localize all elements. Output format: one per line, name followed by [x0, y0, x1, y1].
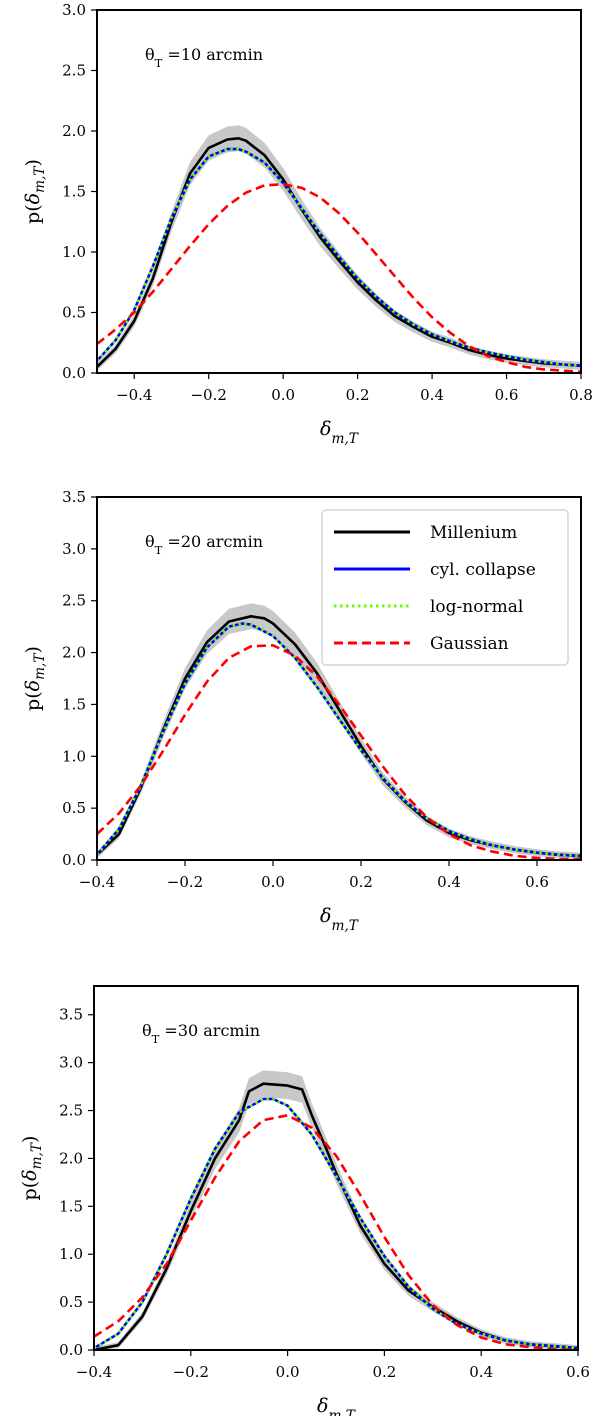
chart-panel-2: −0.4 −0.2 0.0 0.2 0.4 0.6 0.0 0.5 1.0 1.5 2.0 2.5 3.… [22, 488, 582, 934]
series-line-cyl-collapse [97, 622, 581, 858]
x-tick-label: 0.0 [276, 1363, 300, 1381]
legend-label: Millenium [430, 523, 517, 543]
x-tick-label: 0.4 [437, 873, 461, 891]
x-tick-label: 0.8 [569, 386, 593, 404]
plot-frame [93, 985, 579, 1351]
y-axis-label: p(δm,T) [19, 1136, 45, 1201]
x-tick-label: 0.4 [469, 1363, 493, 1381]
x-tick-label: 0.2 [346, 386, 370, 404]
panel-annotation: θT =30 arcmin [142, 1021, 260, 1046]
chart-panel-3: −0.4 −0.2 0.0 0.2 0.4 0.6 0.0 0.5 1.0 1.5 2.0 2.5 3.… [19, 985, 590, 1416]
y-tick-label: 1.0 [62, 747, 86, 765]
y-tick-label: 0.0 [59, 1341, 83, 1359]
x-tick-label: 0.6 [495, 386, 519, 404]
y-tick-label: 2.0 [62, 122, 86, 140]
y-tick-label: 1.5 [59, 1197, 83, 1215]
y-tick-label: 3.0 [62, 540, 86, 558]
series-group [94, 1070, 578, 1350]
x-tick-label: 0.6 [566, 1363, 590, 1381]
panel-annotation: θT =20 arcmin [145, 532, 263, 557]
y-tick-label: 0.5 [62, 799, 86, 817]
y-tick-label: 2.0 [59, 1149, 83, 1167]
legend-box [321, 509, 569, 666]
y-tick-label: 0.0 [62, 364, 86, 382]
x-tick-label: 0.0 [271, 386, 295, 404]
x-tick-label: 0.0 [261, 873, 285, 891]
legend: Millenium cyl. collapse log-normal Gaussian [321, 509, 569, 666]
series-line-millenium [94, 1082, 578, 1350]
series-line-log-normal [97, 147, 581, 367]
y-axis-label: p(δm,T) [22, 159, 48, 224]
x-tick-label: 0.6 [525, 873, 549, 891]
series-line-gaussian [97, 182, 581, 373]
series-line-gaussian [97, 643, 581, 860]
series-group [97, 603, 581, 860]
plot-frame [96, 9, 582, 374]
panel-annotation: θT =10 arcmin [145, 45, 263, 70]
y-axis-label: p(δm,T) [22, 646, 48, 711]
x-tick-label: −0.2 [173, 1363, 209, 1381]
x-tick-label: 0.2 [372, 1363, 396, 1381]
x-tick-label: 0.2 [349, 873, 373, 891]
y-tick-label: 2.5 [59, 1102, 83, 1120]
series-group [97, 125, 581, 373]
legend-label: log-normal [430, 597, 523, 617]
chart-panel-1: −0.4 −0.2 0.0 0.2 0.4 0.6 0.8 0.0 0.5 1.0 1.5 2.0 2.… [22, 1, 593, 447]
y-tick-label: 2.5 [62, 62, 86, 80]
y-tick-label: 2.0 [62, 644, 86, 662]
y-tick-label: 1.0 [59, 1245, 83, 1263]
y-tick-label: 2.5 [62, 592, 86, 610]
y-tick-label: 3.0 [62, 1, 86, 19]
y-tick-label: 1.0 [62, 243, 86, 261]
y-tick-label: 3.5 [59, 1006, 83, 1024]
series-line-log-normal [94, 1097, 578, 1350]
millenium-error-band [94, 1070, 578, 1350]
x-tick-label: −0.4 [76, 1363, 112, 1381]
x-tick-label: −0.2 [167, 873, 203, 891]
legend-label: Gaussian [430, 634, 509, 654]
millenium-error-band [97, 125, 581, 371]
y-tick-label: 1.5 [62, 183, 86, 201]
x-axis-label: δm,T [320, 905, 359, 934]
x-tick-label: −0.2 [190, 386, 226, 404]
y-tick-label: 0.5 [59, 1293, 83, 1311]
x-tick-label: −0.4 [116, 386, 152, 404]
legend-label: cyl. collapse [430, 560, 536, 580]
y-tick-label: 3.0 [59, 1054, 83, 1072]
series-line-gaussian [94, 1114, 578, 1350]
x-tick-label: −0.4 [79, 873, 115, 891]
x-axis-label: δm,T [320, 418, 359, 447]
y-tick-label: 1.5 [62, 695, 86, 713]
plot-frame [96, 496, 582, 861]
y-tick-label: 0.5 [62, 304, 86, 322]
y-tick-label: 3.5 [62, 488, 86, 506]
series-line-cyl-collapse [94, 1097, 578, 1350]
y-tick-label: 0.0 [62, 851, 86, 869]
x-tick-label: 0.4 [420, 386, 444, 404]
x-axis-label: δm,T [317, 1395, 356, 1416]
